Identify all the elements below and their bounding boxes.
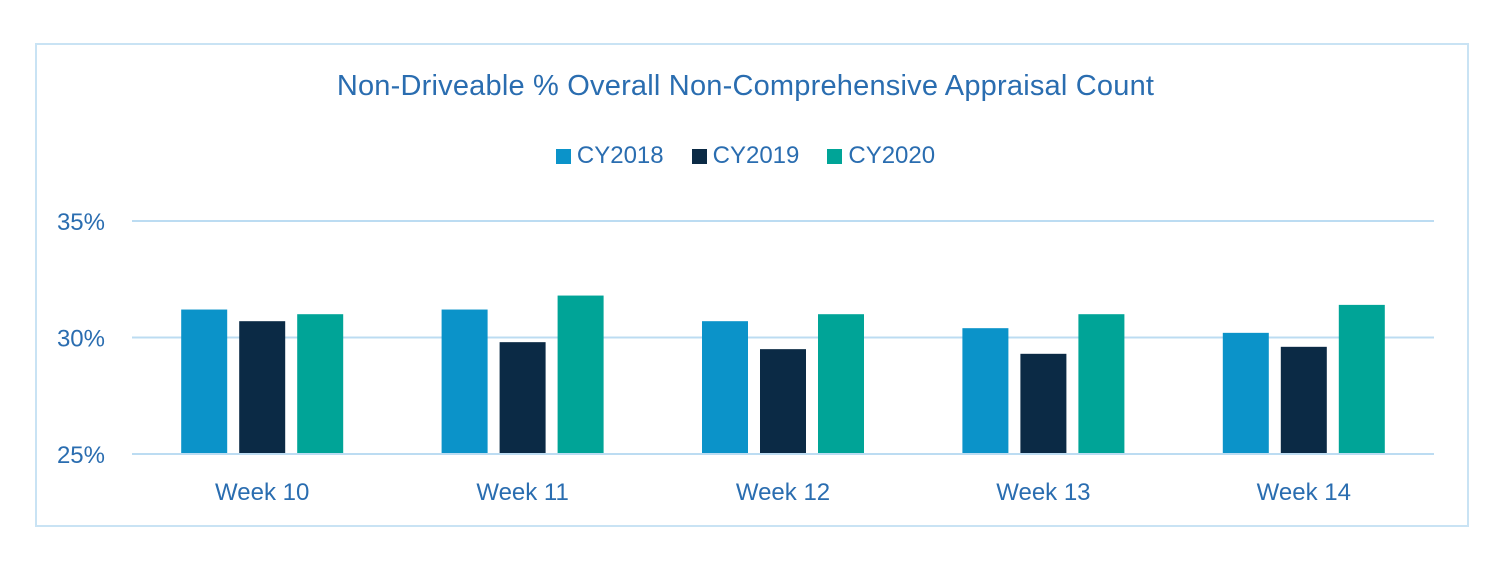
legend-item-cy2019: CY2019 xyxy=(691,142,800,170)
bar-cy2020-week-14 xyxy=(1338,304,1385,454)
legend-item-cy2018: CY2018 xyxy=(555,142,664,170)
bar-cy2019-week-11 xyxy=(499,342,546,454)
chart-title: Non-Driveable % Overall Non-Comprehensiv… xyxy=(336,70,1155,102)
x-tick-label: Week 14 xyxy=(1257,479,1351,506)
chart-legend: CY2018 CY2019 CY2020 xyxy=(0,142,1491,170)
bar-cy2020-week-10 xyxy=(297,314,344,454)
bar-cy2019-week-10 xyxy=(239,321,286,454)
bar-cy2019-week-12 xyxy=(760,349,806,454)
legend-label-cy2018: CY2018 xyxy=(576,142,664,169)
bar-cy2020-week-12 xyxy=(818,314,864,454)
bar-cy2018-week-12 xyxy=(702,321,748,454)
bar-cy2019-week-13 xyxy=(1020,353,1067,454)
legend-swatch-cy2018 xyxy=(555,148,571,164)
legend-label-cy2019: CY2019 xyxy=(712,142,800,169)
y-tick-label: 35% xyxy=(57,209,105,236)
bar-cy2020-week-13 xyxy=(1078,314,1125,454)
x-tick-label: Week 13 xyxy=(996,479,1090,506)
y-tick-label: 30% xyxy=(57,326,105,353)
x-tick-label: Week 12 xyxy=(736,479,830,506)
legend-swatch-cy2019 xyxy=(691,148,707,164)
bar-cy2019-week-14 xyxy=(1280,346,1327,454)
bar-cy2018-week-11 xyxy=(441,309,488,454)
y-tick-label: 25% xyxy=(57,442,105,469)
bar-cy2018-week-10 xyxy=(181,309,228,454)
legend-item-cy2020: CY2020 xyxy=(827,142,935,170)
x-tick-label: Week 10 xyxy=(215,479,309,506)
x-tick-label: Week 11 xyxy=(476,479,569,506)
bar-cy2018-week-13 xyxy=(962,328,1009,454)
legend-label-cy2020: CY2020 xyxy=(848,142,936,169)
bar-cy2018-week-14 xyxy=(1222,332,1269,454)
bar-cy2020-week-11 xyxy=(557,295,604,454)
legend-swatch-cy2020 xyxy=(827,148,843,164)
